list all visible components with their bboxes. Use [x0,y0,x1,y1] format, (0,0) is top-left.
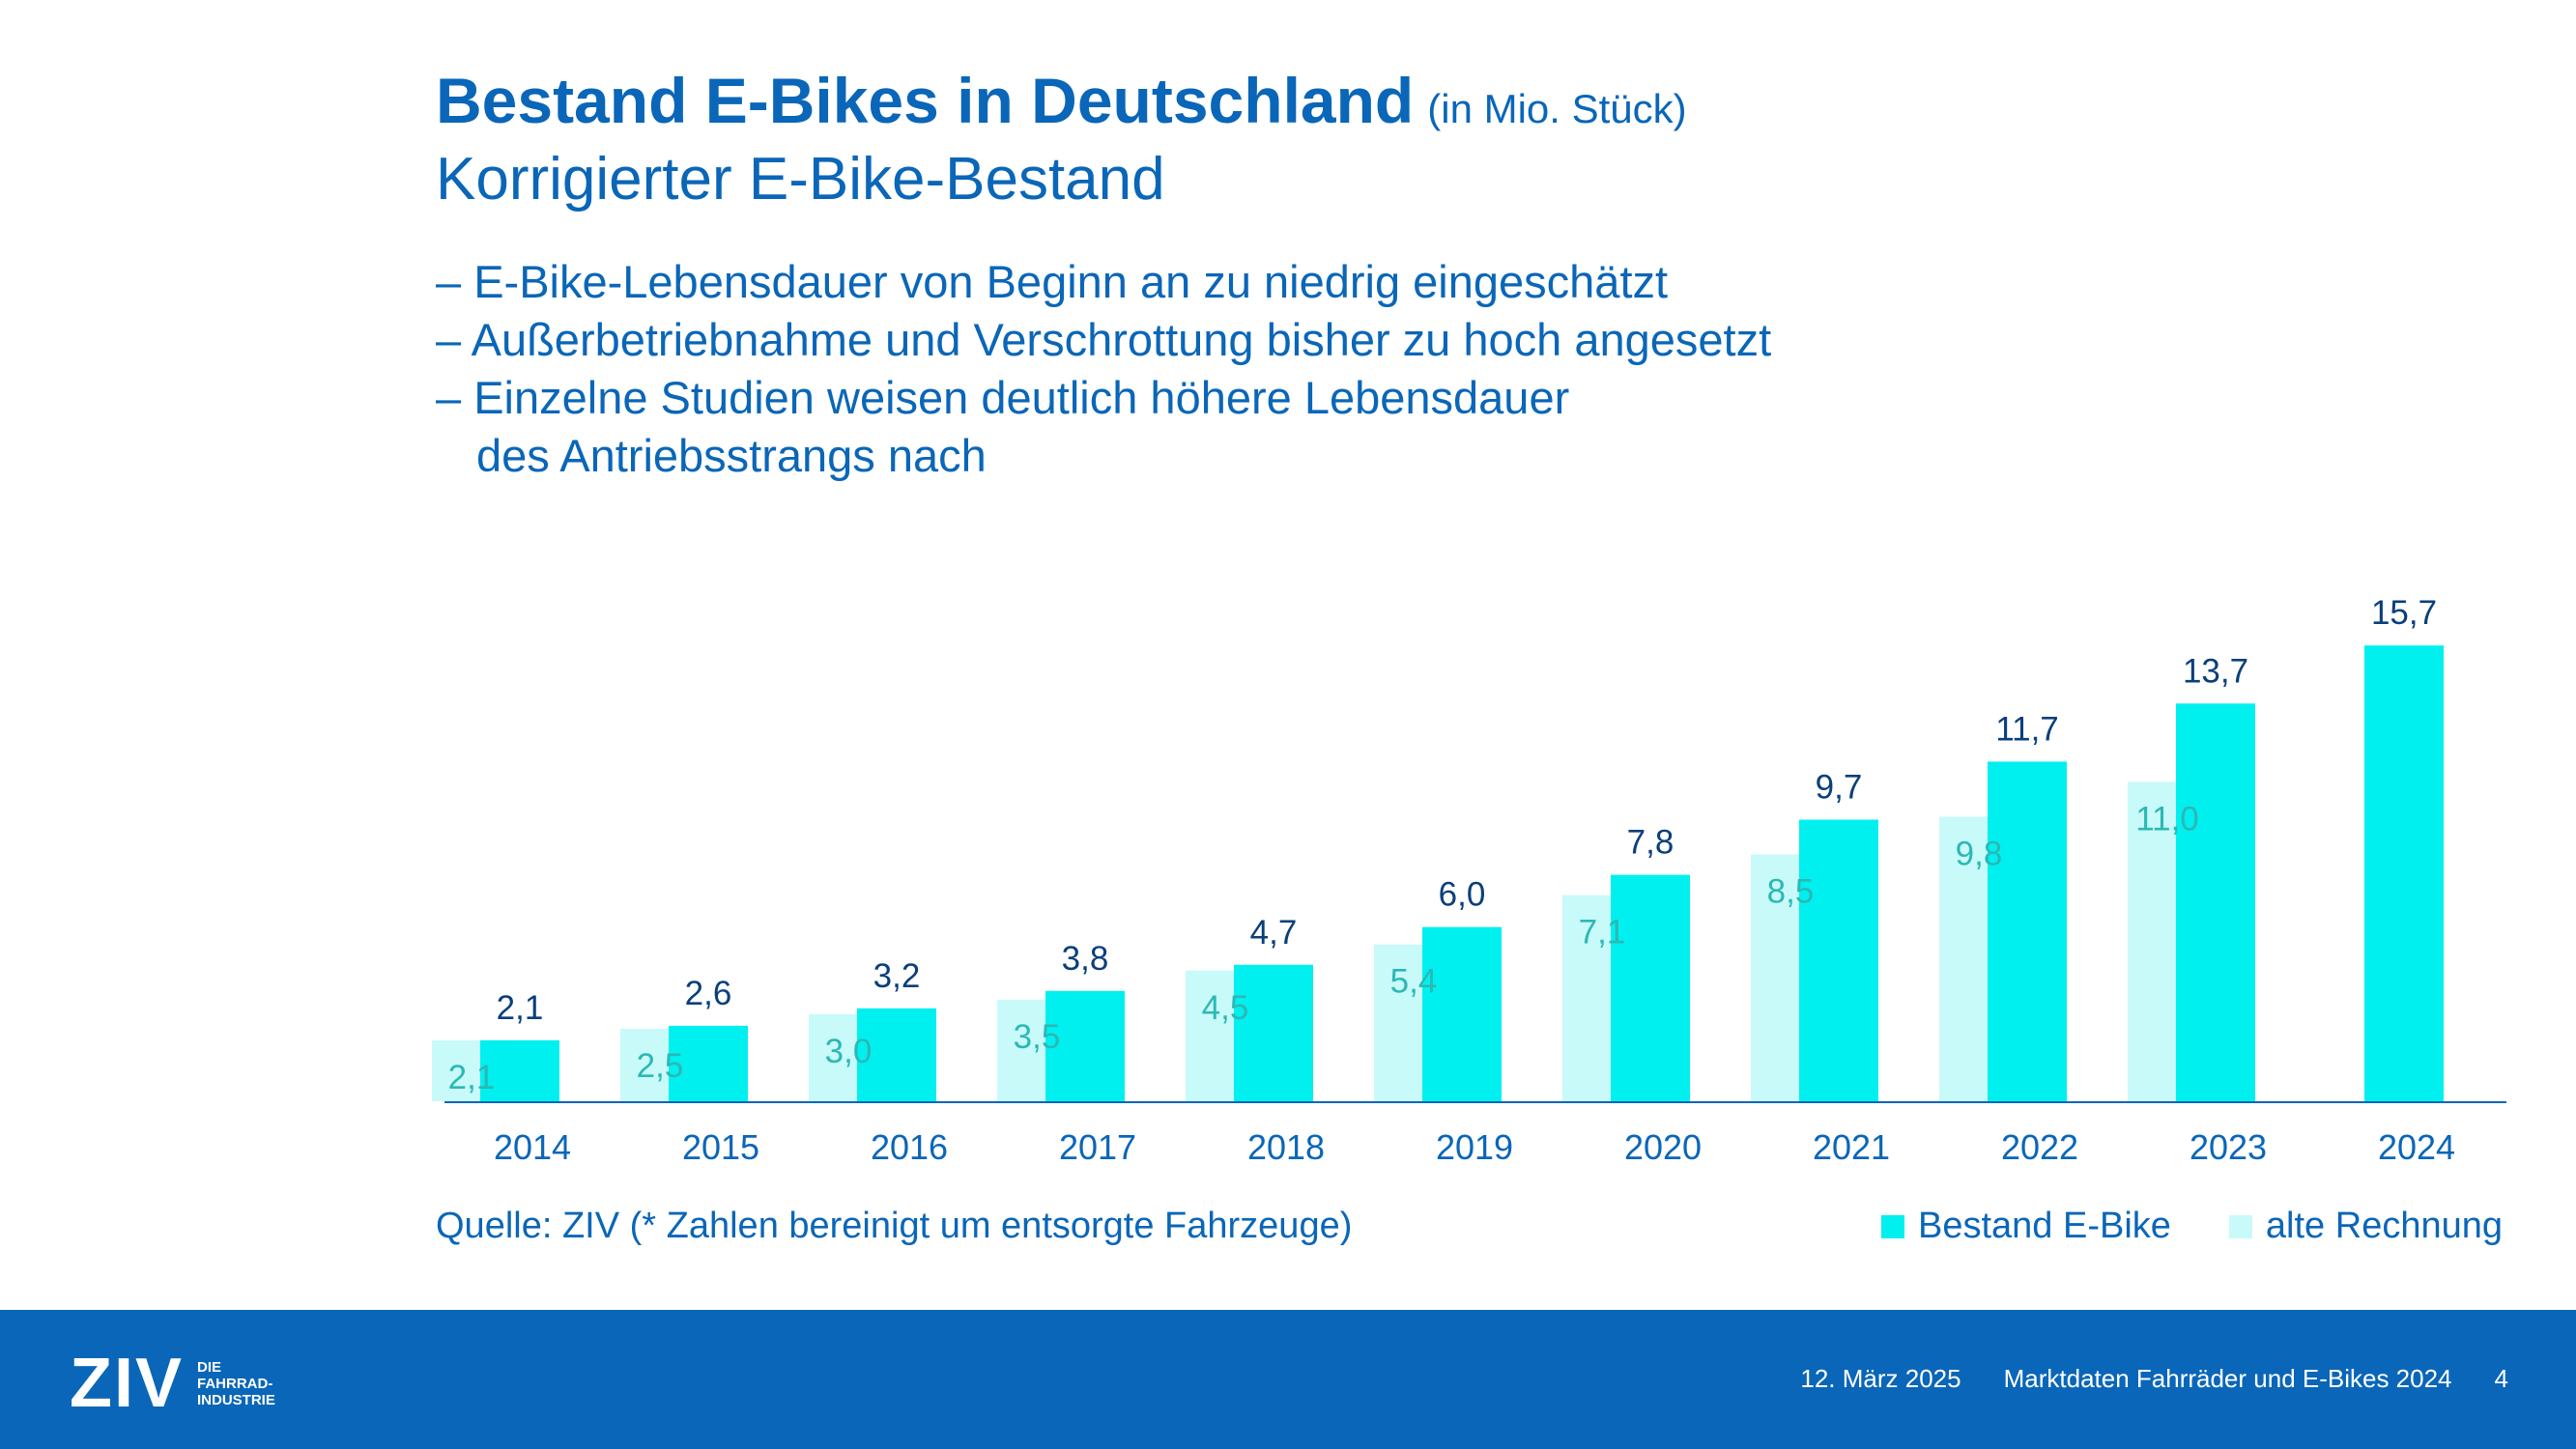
source-note: Quelle: ZIV (* Zahlen bereinigt um entso… [436,1206,1353,1246]
data-label-bestand: 7,8 [1627,824,1674,862]
x-tick-label: 2022 [2001,1127,2078,1167]
data-label-bestand: 9,7 [1816,769,1863,807]
bullet-item: – Einzelne Studien weisen deutlich höher… [436,372,1570,423]
logo-text-line: DIE [197,1358,222,1376]
data-label-alte-rechnung: 4,5 [1202,989,1249,1027]
data-label-bestand: 15,7 [2371,594,2437,632]
title-unit: (in Mio. Stück) [1427,86,1687,131]
bar-bestand [669,1025,748,1101]
data-label-alte-rechnung: 3,0 [825,1033,873,1070]
bar-bestand [2364,645,2444,1101]
bar-bestand [480,1039,559,1101]
legend-label-alte-rechnung: alte Rechnung [2265,1206,2503,1246]
data-label-bestand: 13,7 [2183,652,2248,690]
data-label-alte-rechnung: 5,4 [1390,963,1438,1001]
bar-bestand [1611,874,1690,1101]
bars-group [432,645,2444,1101]
x-tick-label: 2016 [871,1127,948,1167]
bar-bestand [2176,703,2255,1101]
x-tick-label: 2017 [1059,1127,1136,1167]
legend-swatch-bestand [1881,1214,1904,1238]
bar-chart: 2,12,1 2014 2,62,5 2015 3,2 3,0 2016 3,8 3,5 2017… [432,594,2506,1167]
data-label-alte-rechnung: 7,1 [1579,914,1626,952]
x-tick-label: 2023 [2190,1127,2267,1167]
bar-bestand [1234,964,1313,1101]
x-tick-label: 2020 [1624,1127,1702,1167]
data-label-alte-rechnung: 8,5 [1767,873,1815,911]
slide-subtitle: Korrigierter E-Bike-Bestand [436,146,1165,213]
data-label-bestand: 2,6 [685,975,732,1012]
bullet-item: – E-Bike-Lebensdauer von Beginn an zu ni… [436,256,1669,307]
data-label-bestand: 2,1 [497,989,544,1027]
footer-bar: ZIV DIE FAHRRAD- INDUSTRIE 12. März 2025… [0,1310,2576,1449]
ziv-logo: ZIV DIE FAHRRAD- INDUSTRIE [70,1345,275,1422]
logo-text-line: FAHRRAD- [197,1375,273,1392]
data-label-bestand: 3,8 [1062,940,1109,978]
data-label-alte-rechnung: 2,1 [448,1059,496,1096]
logo-mark: ZIV [70,1345,185,1422]
slide-title: Bestand E-Bikes in Deutschland [436,65,1415,136]
data-label-alte-rechnung: 11,0 [2135,800,2199,838]
data-label-bestand: 3,2 [873,957,921,995]
legend-item-alte-rechnung: alte Rechnung [2228,1206,2503,1247]
x-tick-label: 2024 [2378,1127,2455,1167]
x-tick-label: 2015 [682,1127,759,1167]
data-label-bestand: 4,7 [1250,914,1298,952]
x-tick-label: 2014 [494,1127,571,1167]
bullet-item-continuation: des Antriebsstrangs nach [476,430,987,481]
data-label-alte-rechnung: 9,8 [1956,836,2003,873]
bar-bestand [1045,990,1125,1101]
footer-date: 12. März 2025 [1800,1364,1961,1393]
chart-legend: Bestand E-Bike alte Rechnung [1823,1206,2503,1247]
bar-bestand [1799,819,1878,1101]
labels-group: 2,12,1 2014 2,62,5 2015 3,2 3,0 2016 3,8 3,5 2017… [448,594,2455,1167]
x-tick-label: 2021 [1813,1127,1890,1167]
page-number: 4 [2494,1364,2508,1393]
bar-bestand [857,1008,936,1101]
legend-swatch-alte-rechnung [2228,1214,2252,1238]
legend-item-bestand: Bestand E-Bike [1881,1206,2171,1247]
title-line: Bestand E-Bikes in Deutschland (in Mio. S… [436,64,1687,137]
bar-bestand [1422,926,1502,1101]
bullet-list: – E-Bike-Lebensdauer von Beginn an zu ni… [436,253,1771,485]
footer-doc-title: Marktdaten Fahrräder und E-Bikes 2024 [2003,1364,2452,1393]
data-label-alte-rechnung: 3,5 [1014,1018,1061,1056]
data-label-bestand: 11,7 [1995,710,2059,748]
footer-info: 12. März 2025 Marktdaten Fahrräder und E… [1758,1364,2508,1394]
bullet-item: – Außerbetriebnahme und Verschrottung bi… [436,314,1772,365]
x-tick-label: 2019 [1436,1127,1513,1167]
data-label-alte-rechnung: 2,5 [637,1047,684,1085]
x-tick-label: 2018 [1247,1127,1325,1167]
legend-label-bestand: Bestand E-Bike [1918,1206,2171,1246]
data-label-bestand: 6,0 [1439,876,1486,914]
bar-bestand [1988,761,2067,1101]
logo-text-line: INDUSTRIE [197,1391,275,1408]
logo-text: DIE FAHRRAD- INDUSTRIE [197,1359,275,1408]
